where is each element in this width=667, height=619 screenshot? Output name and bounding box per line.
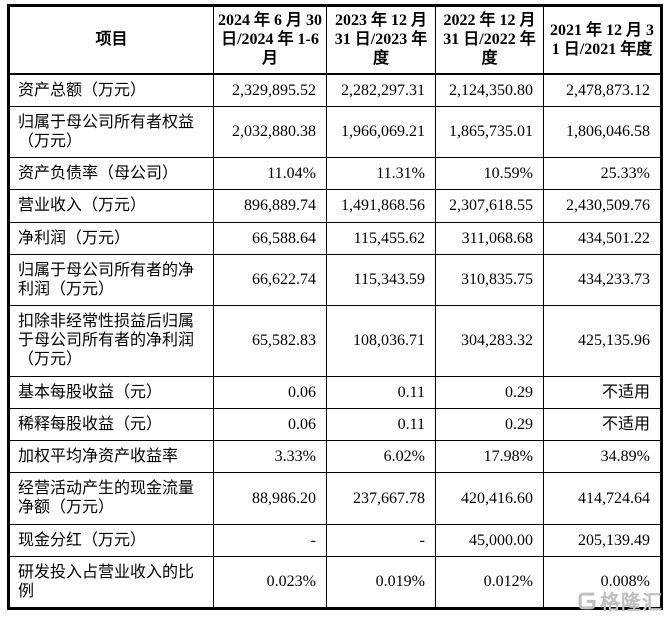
table-row-diluted-eps: 稀释每股收益（元） 0.06 0.11 0.29 不适用: [8, 407, 662, 442]
cell-value: -: [326, 523, 436, 557]
cell-value: 896,889.74: [213, 189, 327, 223]
cell-value: 425,135.96: [543, 305, 662, 377]
row-label: 资产总额（万元）: [8, 73, 214, 107]
cell-value: 66,588.64: [213, 221, 327, 255]
cell-value: 2,478,873.12: [543, 73, 662, 107]
cell-value: 45,000.00: [435, 523, 544, 557]
cell-value: 0.06: [213, 407, 327, 442]
row-label: 归属于母公司所有者权益（万元）: [8, 105, 214, 159]
table-row-deducted-net-profit: 扣除非经常性损益后归属于母公司所有者的净利润（万元） 65,582.83 108…: [8, 305, 662, 377]
watermark: 格隆汇: [576, 586, 663, 615]
table-row-parent-equity: 归属于母公司所有者权益（万元） 2,032,880.38 1,966,069.2…: [8, 105, 662, 159]
column-header-2022: 2022 年 12 月 31 日/2022 年度: [435, 4, 544, 75]
cell-value: 2,430,509.76: [543, 189, 662, 223]
cell-value: 65,582.83: [213, 305, 327, 377]
cell-value: 0.012%: [435, 555, 544, 610]
cell-value: 2,329,895.52: [213, 73, 327, 107]
row-label: 扣除非经常性损益后归属于母公司所有者的净利润（万元）: [8, 305, 214, 377]
row-label: 研发投入占营业收入的比例: [8, 555, 214, 610]
row-label: 资产负债率（母公司）: [8, 157, 214, 191]
column-header-2021: 2021 年 12 月 31 日/2021 年度: [543, 4, 662, 75]
cell-value: 2,032,880.38: [213, 105, 327, 159]
cell-value: 2,282,297.31: [326, 73, 436, 107]
cell-value: 304,283.32: [435, 305, 544, 377]
table-row-cash-dividend: 现金分红（万元） - - 45,000.00 205,139.49: [8, 523, 662, 557]
row-label: 加权平均净资产收益率: [8, 439, 214, 474]
row-label: 营业收入（万元）: [8, 189, 214, 223]
table-row-roe: 加权平均净资产收益率 3.33% 6.02% 17.98% 34.89%: [8, 439, 662, 474]
cell-value: 0.29: [435, 375, 544, 409]
cell-value: 414,724.64: [543, 472, 662, 525]
cell-value: 0.019%: [326, 555, 436, 610]
financial-indicators-table: 项目 2024 年 6 月 30 日/2024 年 1-6 月 2023 年 1…: [7, 4, 663, 611]
cell-value: 2,307,618.55: [435, 189, 544, 223]
table-row-debt-ratio: 资产负债率（母公司） 11.04% 11.31% 10.59% 25.33%: [8, 157, 662, 191]
column-header-item: 项目: [8, 4, 214, 75]
cell-value: 0.06: [213, 375, 327, 409]
column-header-2024: 2024 年 6 月 30 日/2024 年 1-6 月: [213, 4, 327, 75]
cell-value: 10.59%: [435, 157, 544, 191]
cell-value: 237,667.78: [326, 472, 436, 525]
table-row-operating-cash-flow: 经营活动产生的现金流量净额（万元） 88,986.20 237,667.78 4…: [8, 472, 662, 525]
cell-value: 0.008%: [543, 555, 662, 610]
cell-value: 434,501.22: [543, 221, 662, 255]
cell-value: 66,622.74: [213, 253, 327, 307]
cell-value: 115,343.59: [326, 253, 436, 307]
cell-value: 434,233.73: [543, 253, 662, 307]
cell-value: 0.023%: [213, 555, 327, 610]
cell-value: 11.31%: [326, 157, 436, 191]
cell-value: 1,865,735.01: [435, 105, 544, 159]
cell-value: 17.98%: [435, 439, 544, 474]
cell-value: 0.11: [326, 407, 436, 442]
cell-value: 1,966,069.21: [326, 105, 436, 159]
cell-value: 0.11: [326, 375, 436, 409]
row-label: 净利润（万元）: [8, 221, 214, 255]
cell-value: 420,416.60: [435, 472, 544, 525]
cell-value: 1,491,868.56: [326, 189, 436, 223]
table-row-parent-net-profit: 归属于母公司所有者的净利润（万元） 66,622.74 115,343.59 3…: [8, 253, 662, 307]
watermark-text: 格隆汇: [600, 592, 663, 614]
cell-value: 310,835.75: [435, 253, 544, 307]
row-label: 经营活动产生的现金流量净额（万元）: [8, 472, 214, 525]
table-row-basic-eps: 基本每股收益（元） 0.06 0.11 0.29 不适用: [8, 375, 662, 409]
table-row-revenue: 营业收入（万元） 896,889.74 1,491,868.56 2,307,6…: [8, 189, 662, 223]
row-label: 归属于母公司所有者的净利润（万元）: [8, 253, 214, 307]
table-row-rd-ratio: 研发投入占营业收入的比例 0.023% 0.019% 0.012% 0.008%: [8, 555, 662, 610]
cell-value: 115,455.62: [326, 221, 436, 255]
cell-value: 0.29: [435, 407, 544, 442]
cell-value: 88,986.20: [213, 472, 327, 525]
cell-value: 不适用: [543, 375, 662, 409]
table-row-total-assets: 资产总额（万元） 2,329,895.52 2,282,297.31 2,124…: [8, 73, 662, 107]
row-label: 现金分红（万元）: [8, 523, 214, 557]
cell-value: 34.89%: [543, 439, 662, 474]
gelonghui-logo-icon: [576, 590, 598, 612]
cell-value: 2,124,350.80: [435, 73, 544, 107]
column-header-2023: 2023 年 12 月 31 日/2023 年度: [326, 4, 436, 75]
row-label: 稀释每股收益（元）: [8, 407, 214, 442]
cell-value: -: [213, 523, 327, 557]
table-row-net-profit: 净利润（万元） 66,588.64 115,455.62 311,068.68 …: [8, 221, 662, 255]
cell-value: 不适用: [543, 407, 662, 442]
cell-value: 311,068.68: [435, 221, 544, 255]
row-label: 基本每股收益（元）: [8, 375, 214, 409]
cell-value: 25.33%: [543, 157, 662, 191]
header-row: 项目 2024 年 6 月 30 日/2024 年 1-6 月 2023 年 1…: [8, 4, 662, 75]
cell-value: 108,036.71: [326, 305, 436, 377]
cell-value: 205,139.49: [543, 523, 662, 557]
cell-value: 1,806,046.58: [543, 105, 662, 159]
cell-value: 6.02%: [326, 439, 436, 474]
cell-value: 3.33%: [213, 439, 327, 474]
cell-value: 11.04%: [213, 157, 327, 191]
